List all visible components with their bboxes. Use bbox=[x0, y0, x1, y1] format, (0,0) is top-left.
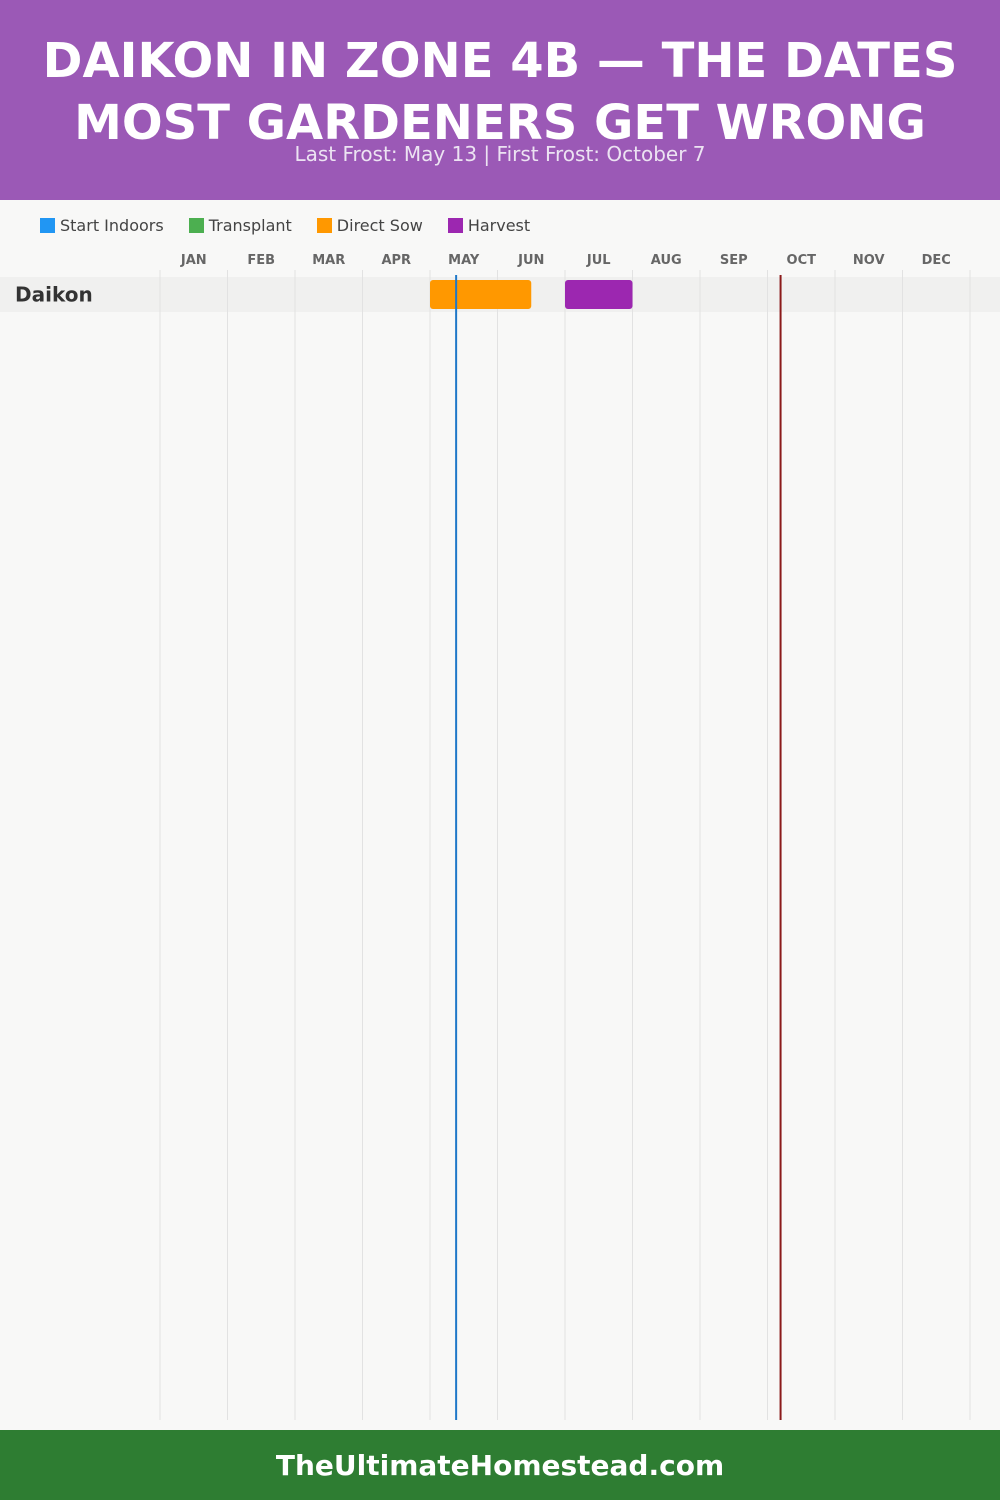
month-label-jun: JUN bbox=[517, 253, 544, 268]
legend-swatch-harvest bbox=[447, 217, 463, 233]
month-label-feb: FEB bbox=[247, 253, 275, 268]
chart-subtitle: Last Frost: May 13 | First Frost: Octobe… bbox=[294, 142, 706, 166]
legend-item-harvest: Harvest bbox=[447, 215, 531, 235]
month-label-dec: DEC bbox=[922, 253, 951, 268]
month-label-jan: JAN bbox=[180, 253, 207, 268]
legend-swatch-direct-sow bbox=[316, 217, 332, 233]
legend-label-direct-sow: Direct Sow bbox=[336, 215, 423, 235]
footer-site-link[interactable]: TheUltimateHomestead.com bbox=[275, 1448, 725, 1482]
legend-label-harvest: Harvest bbox=[467, 215, 531, 235]
month-label-jul: JUL bbox=[586, 253, 611, 268]
month-label-sep: SEP bbox=[720, 253, 748, 268]
legend: Start Indoors Transplant Direct Sow Harv… bbox=[40, 214, 555, 236]
legend-swatch-transplant bbox=[188, 217, 204, 233]
month-label-aug: AUG bbox=[651, 253, 682, 268]
chart-area: Start Indoors Transplant Direct Sow Harv… bbox=[0, 200, 1000, 1430]
task-bar-direct-sow bbox=[430, 280, 532, 309]
footer-banner: TheUltimateHomestead.com bbox=[0, 1430, 1000, 1500]
legend-label-transplant: Transplant bbox=[208, 215, 292, 235]
month-label-nov: NOV bbox=[853, 253, 885, 268]
legend-label-start-indoors: Start Indoors bbox=[60, 215, 164, 235]
legend-item-start-indoors: Start Indoors bbox=[40, 216, 164, 235]
legend-item-transplant: Transplant bbox=[188, 215, 292, 235]
month-label-mar: MAR bbox=[312, 253, 345, 268]
month-label-oct: OCT bbox=[787, 253, 817, 268]
legend-item-direct-sow: Direct Sow bbox=[316, 215, 423, 235]
legend-swatch-start-indoors bbox=[40, 217, 55, 233]
header-banner: Daikon in Zone 4b — The Dates Most Garde… bbox=[0, 0, 1000, 200]
chart-title: Daikon in Zone 4b — The Dates Most Garde… bbox=[42, 33, 958, 151]
month-label-may: MAY bbox=[448, 253, 480, 268]
gantt-chart: JAN FEB MAR APR MAY JUN JUL AUG SEP OCT NOV DEC Daik… bbox=[0, 253, 1000, 1420]
task-bar-harvest bbox=[565, 280, 633, 309]
row-label: Daikon bbox=[15, 283, 93, 307]
month-label-apr: APR bbox=[381, 253, 411, 268]
